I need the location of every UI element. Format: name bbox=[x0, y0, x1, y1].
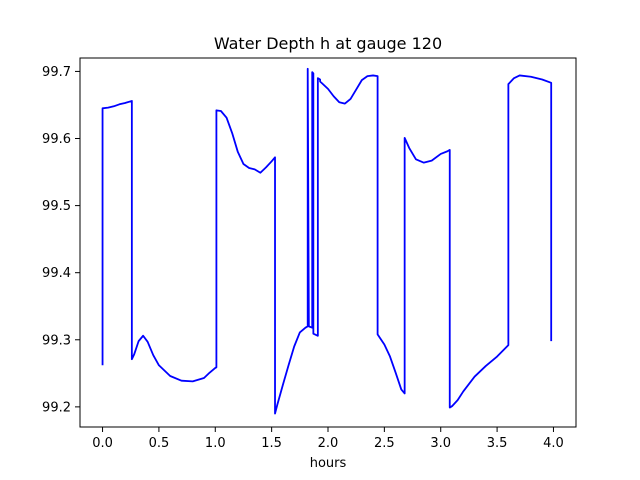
x-tick-label: 0.0 bbox=[92, 436, 113, 451]
x-tick-label: 3.0 bbox=[430, 436, 451, 451]
y-tick-label: 99.7 bbox=[42, 65, 71, 80]
x-tick-label: 3.5 bbox=[487, 436, 508, 451]
plot-frame bbox=[79, 57, 577, 428]
x-tick-label: 1.0 bbox=[205, 436, 226, 451]
y-axis: 99.2 99.3 99.4 99.5 99.6 99.7 bbox=[42, 65, 80, 415]
y-tick-label: 99.2 bbox=[42, 400, 71, 415]
x-tick-label: 2.0 bbox=[318, 436, 339, 451]
x-tick-label: 2.5 bbox=[374, 436, 395, 451]
y-tick-label: 99.5 bbox=[42, 199, 71, 214]
series-line-0 bbox=[101, 67, 553, 415]
x-tick-label: 0.5 bbox=[149, 436, 170, 451]
x-axis: 0.0 0.5 1.0 1.5 2.0 2.5 3.0 3.5 4.0 bbox=[92, 427, 564, 451]
x-axis-label: hours bbox=[310, 456, 347, 471]
x-tick-label: 1.5 bbox=[261, 436, 282, 451]
chart-title: Water Depth h at gauge 120 bbox=[214, 34, 442, 53]
y-tick-label: 99.3 bbox=[42, 333, 71, 348]
y-tick-label: 99.6 bbox=[42, 132, 71, 147]
plot-area bbox=[101, 67, 553, 415]
x-tick-label: 4.0 bbox=[543, 436, 564, 451]
y-tick-label: 99.4 bbox=[42, 266, 71, 281]
